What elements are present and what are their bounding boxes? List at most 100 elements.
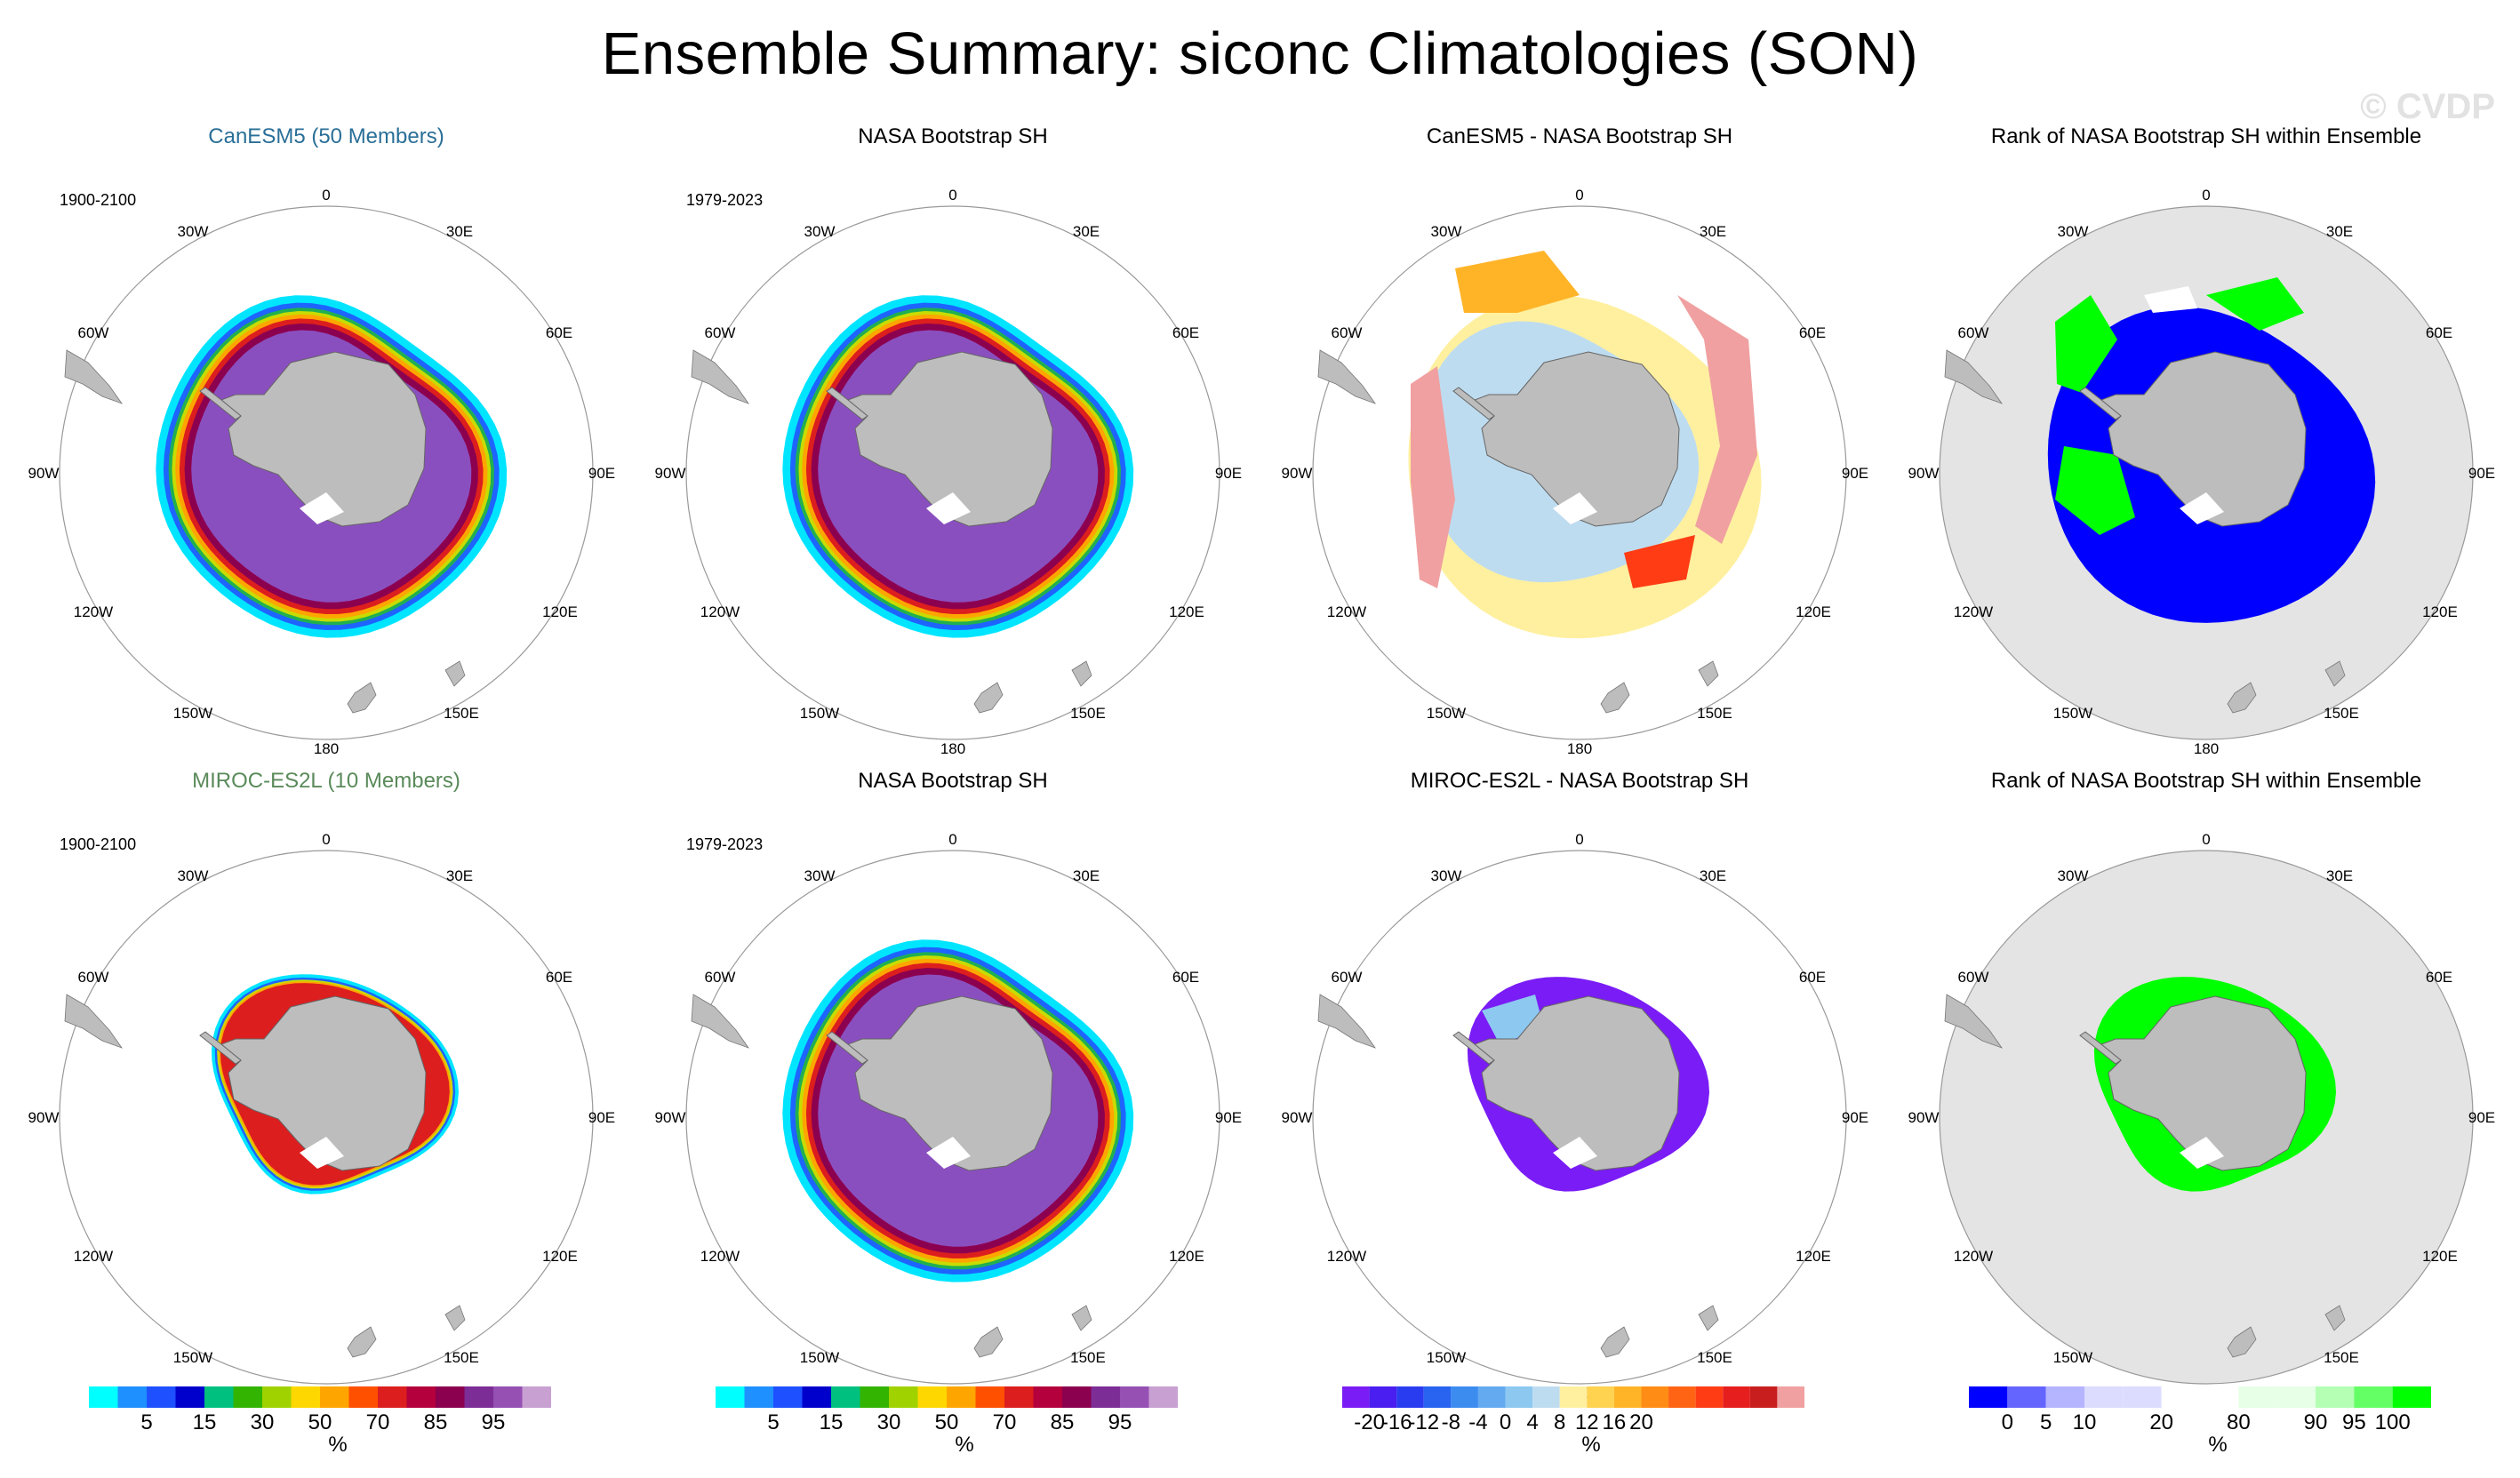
colorbar-swatch [89,1386,118,1408]
south-america-landmass [691,994,750,1049]
colorbar-swatch [378,1386,407,1408]
colorbar-tick-label: 5 [767,1410,779,1431]
diff-band [1624,535,1695,588]
longitude-label: 150W [800,1349,839,1366]
colorbar-swatch [2200,1386,2239,1408]
south-america-landmass [1944,994,2004,1049]
colorbar-swatch [2276,1386,2316,1408]
colorbar-tick-label: 85 [424,1410,448,1431]
map-panel: NASA Bootstrap SH 1979-2023 0 30E 60E 90E 12… [651,769,1255,1471]
colorbar-swatch [233,1386,262,1408]
colorbar-swatch [1641,1386,1669,1408]
longitude-label: 0 [1575,831,1583,848]
colorbar-swatch [1062,1386,1092,1408]
longitude-label: 90W [1908,465,1940,482]
colorbar-tick-label: 0 [2002,1410,2013,1431]
new-zealand-landmass [347,682,377,714]
cvdp-watermark: © CVDP [2360,87,2495,126]
new-zealand-landmass [2227,682,2257,714]
longitude-label: 30E [2326,223,2353,240]
diff-band [1411,366,1455,588]
colorbar-swatch [975,1386,1004,1408]
longitude-label: 90E [588,1109,615,1126]
south-america-landmass [691,349,750,404]
panel-title: CanESM5 - NASA Bootstrap SH [1426,124,1733,148]
longitude-label: 120W [700,603,740,620]
longitude-label: 90W [28,465,60,482]
longitude-label: 60E [1172,969,1199,986]
colorbar-swatch [802,1386,831,1408]
colorbar-swatch [147,1386,176,1408]
longitude-label: 30W [1431,223,1462,240]
new-zealand-landmass [973,682,1004,714]
longitude-label: 0 [322,187,330,204]
panel-title: NASA Bootstrap SH [858,124,1048,148]
antarctica-landmass [1452,351,1680,527]
colorbar-tick-label: -4 [1468,1410,1487,1431]
new-zealand-landmass [1071,660,1092,687]
longitude-label: 0 [2202,187,2210,204]
colorbar-swatch [175,1386,204,1408]
map-panel: MIROC-ES2L (10 Members) 1900-2100 0 30E 60… [24,769,628,1471]
longitude-label: 30W [1431,867,1462,884]
longitude-label: 60W [705,969,736,986]
colorbar-tick-label: 95 [2342,1410,2366,1431]
colorbar-tick-label: 15 [820,1410,844,1431]
longitude-label: 30E [2326,867,2353,884]
longitude-label: 90E [2468,465,2495,482]
colorbar-swatch [716,1386,745,1408]
longitude-label: 60E [1799,969,1826,986]
longitude-label: 150W [2053,1349,2092,1366]
colorbar-tick-label: 95 [1108,1410,1132,1431]
longitude-label: 150E [2324,1349,2359,1366]
colorbar-tick-label: 85 [1051,1410,1075,1431]
rank-band [2206,277,2304,331]
colorbar-tick-label: 70 [366,1410,390,1431]
colorbar-tick-label: -16 [1381,1410,1412,1431]
new-zealand-landmass [1698,1305,1719,1331]
longitude-label: 150W [1427,705,1466,722]
antarctica-landmass [2079,995,2307,1171]
colorbar-tick-label: -20 [1354,1410,1385,1431]
colorbar-swatch [1369,1386,1397,1408]
longitude-label: 150W [173,705,212,722]
longitude-label: 60W [1332,969,1363,986]
longitude-label: 60E [1172,324,1199,341]
longitude-label: 30W [178,223,209,240]
longitude-label: 150E [1070,705,1106,722]
ross-ice-shelf [926,492,971,524]
longitude-label: 150W [1427,1349,1466,1366]
colorbar-units: % [955,1433,974,1457]
colorbar-swatch [1532,1386,1560,1408]
longitude-label: 120E [2422,1248,2458,1265]
map-panel: CanESM5 - NASA Bootstrap SH 0 30E 60E 90E 12… [1277,124,1882,827]
antarctica-landmass [199,995,427,1171]
longitude-label: 30E [1700,223,1726,240]
south-america-landmass [64,349,124,404]
colorbar-swatch [947,1386,976,1408]
longitude-label: 120W [1327,1248,1366,1265]
new-zealand-landmass [2227,1326,2257,1358]
longitude-label: 30E [446,223,473,240]
longitude-label: 60W [78,324,109,341]
colorbar-units: % [2208,1433,2228,1457]
south-america-landmass [1317,349,1377,404]
longitude-label: 90W [655,1109,686,1126]
rank-band [2055,446,2135,535]
longitude-label: 60E [546,324,572,341]
longitude-label: 90E [2468,1109,2495,1126]
longitude-label: 120E [1796,603,1831,620]
longitude-label: 180 [940,740,965,757]
colorbar-swatch [2238,1386,2277,1408]
colorbar-swatch [1091,1386,1120,1408]
rank-band [2055,295,2117,393]
colorbar-swatch [117,1386,147,1408]
period-label: 1900-2100 [60,191,137,209]
antarctica-landmass [826,351,1053,527]
colorbar-tick-label: 20 [2149,1410,2173,1431]
new-zealand-landmass [347,1326,377,1358]
diff-band [1677,295,1757,544]
